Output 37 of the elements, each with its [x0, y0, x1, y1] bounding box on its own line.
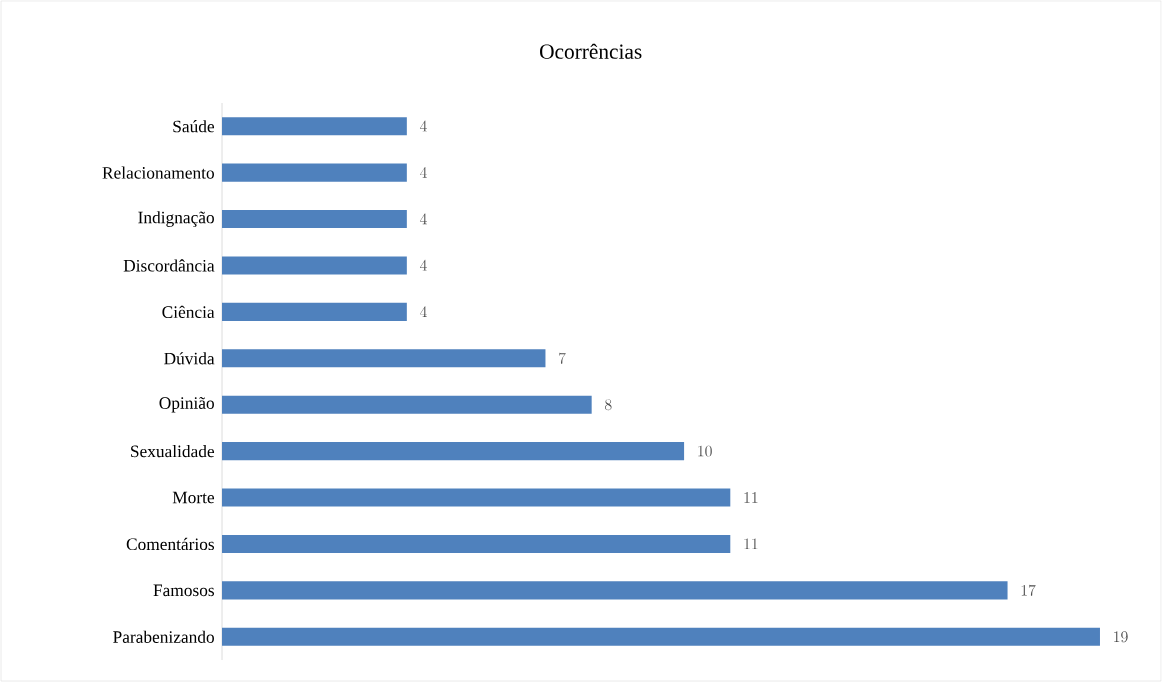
y-tick-label: Morte	[172, 491, 215, 504]
data-label: 4	[419, 259, 427, 271]
bar	[222, 209, 407, 229]
data-label: 4	[419, 213, 427, 225]
y-tick-label: Famosos	[153, 584, 215, 597]
bar	[222, 395, 592, 414]
data-label: 17	[1021, 584, 1036, 596]
data-label: 19	[1114, 631, 1128, 643]
data-label: 4	[419, 166, 427, 178]
data-label: 8	[605, 399, 612, 411]
y-tick-label: Ciência	[162, 305, 215, 318]
bar	[222, 256, 407, 275]
data-label: 4	[419, 120, 427, 132]
y-tick-label: Comentários	[126, 537, 215, 551]
y-tick-label: Indignação	[138, 211, 214, 227]
y-tick-label: Opinião	[159, 397, 214, 413]
bar	[222, 442, 685, 461]
data-label: 4	[419, 306, 427, 318]
chart-title: Ocorrências	[540, 43, 642, 59]
data-label: 11	[744, 538, 758, 550]
bar	[222, 534, 731, 554]
bar	[222, 581, 1008, 600]
y-tick-label: Discordância	[123, 259, 215, 272]
y-tick-label: Relacionamento	[102, 166, 214, 179]
bar	[222, 302, 407, 321]
bar	[222, 349, 546, 368]
bar	[222, 488, 731, 507]
y-tick-label: Sexualidade	[131, 445, 215, 458]
data-label: 10	[698, 445, 712, 457]
data-label: 7	[559, 352, 566, 364]
bar	[222, 627, 1100, 646]
y-tick-label: Dúvida	[164, 352, 215, 365]
y-tick-label: Saúde	[173, 120, 215, 133]
bar	[222, 117, 407, 136]
bar	[222, 163, 407, 182]
y-tick-label: Parabenizando	[113, 630, 214, 643]
data-label: 11	[744, 492, 758, 503]
